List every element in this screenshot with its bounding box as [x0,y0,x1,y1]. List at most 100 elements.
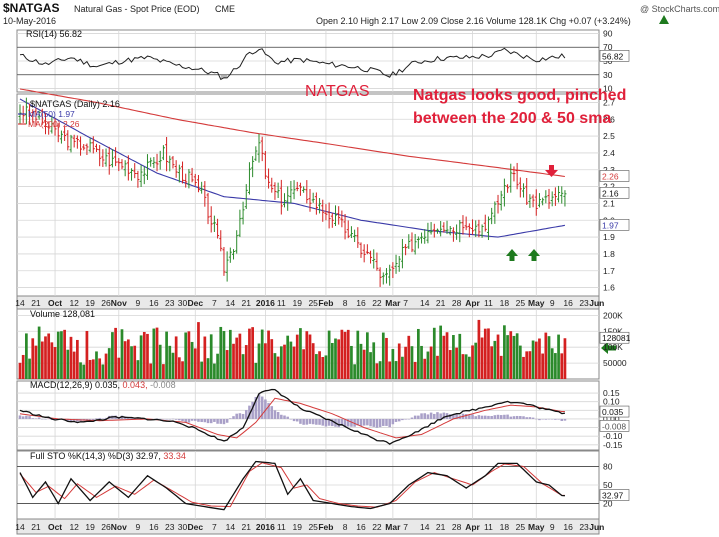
volume-bar [47,333,51,379]
volume-bar [477,319,481,379]
macd-histogram-bar [401,418,404,421]
macd-histogram-bar [203,418,207,423]
volume-bar [311,343,315,379]
macd-frame [16,380,600,451]
volume-bar [442,335,446,379]
macd-histogram-bar [295,418,299,422]
price-legend: $NATGAS (Daily) 2.16 [30,99,120,109]
x-tick-label: 9 [550,522,555,532]
x-tick-label: 23 [165,298,175,308]
x-tick-label: Nov [111,522,127,532]
x-tick-label: 21 [31,298,41,308]
macd-histogram-bar [34,418,38,419]
macd-signal-line [19,397,565,439]
x-tick-label: Dec [187,298,203,308]
macd-histogram-bar [257,394,261,419]
volume-bar [53,347,57,379]
volume-tick-label: 150K [603,326,623,336]
macd-histogram-bar [487,415,490,419]
volume-bar [111,332,114,379]
macd-histogram-bar [31,418,35,419]
volume-bar [123,341,127,379]
x-tick-label: 9 [136,298,141,308]
rsi-panel: 907050301056.82 [17,28,630,94]
volume-bar [152,328,156,379]
volume-bar [34,345,38,379]
volume-panel: 200K 150K 100K 50000 128081 [17,310,631,379]
price-tick-label: 1.7 [603,266,615,276]
green-up-arrow-icon [528,249,540,261]
macd-tick-label: 0.00 [603,414,620,424]
watermark: @ StockCharts.com [640,4,719,14]
macd-histogram-bar [194,418,197,421]
macd-hist-last-value-box [599,420,630,432]
macd-last-value-box [599,405,630,418]
macd-histogram-bar [324,418,328,427]
volume-tick-label: 50000 [603,358,627,368]
x-tick-label: 16 [563,522,573,532]
macd-histogram-bar [340,418,344,426]
ma200-line [19,88,565,178]
volume-bar [200,361,204,379]
volume-bar [401,356,404,379]
x-tick-label: 14 [15,522,25,532]
macd-histogram-bar [496,414,500,419]
volume-bar [101,364,105,379]
x-tick-label: 21 [436,298,446,308]
x-tick-label: Jun [589,522,604,532]
macd-histogram-bar [346,418,350,427]
volume-bar [174,336,178,379]
volume-bar [136,360,140,379]
volume-bar [544,332,548,379]
x-tick-label: 11 [277,522,286,532]
volume-bar [248,328,251,379]
macd-histogram-bar [41,418,44,420]
volume-bar [171,352,175,379]
macd-histogram-bar [490,416,493,419]
ma200-legend: MA(200) 2.26 [28,119,80,129]
macd-histogram-bar [76,418,79,422]
x-tick-label: 22 [372,298,382,308]
macd-histogram-bar [318,418,321,425]
x-tick-label: 25 [308,298,318,308]
volume-bar [283,344,286,379]
volume-bar [452,335,455,379]
macd-histogram-bar [404,418,407,420]
macd-histogram-bar [88,418,92,420]
x-axis-bottom: 14 21 Oct 12 19 26 Nov 9 16 23 30 Dec 7 14 21 2016 11 19 2… [15,522,604,532]
volume-bar [426,351,430,379]
macd-histogram-bar [69,418,73,422]
volume-bar [165,331,168,379]
macd-hist-last-value: -0.008 [602,421,626,431]
x-tick-label: 7 [212,298,217,308]
volume-pointer-arrow-icon [601,342,616,354]
macd-histogram-bar [464,414,468,419]
volume-bar [388,361,392,379]
volume-bar [490,346,494,379]
macd-histogram-bar [410,417,414,419]
rsi-tick-label: 70 [603,42,613,52]
macd-histogram-bar [353,418,356,427]
price-panel: 2.72.62.52.42.32.22.12.01.91.81.71.62.26… [17,88,630,293]
volume-bar [72,351,76,379]
volume-bar [369,352,372,379]
macd-histogram-bar [547,418,551,420]
volume-bar [76,339,79,379]
volume-bar [416,328,420,379]
volume-bar [496,334,500,379]
macd-histogram-bar [299,418,302,424]
natgas-title-annotation: NATGAS [305,83,370,100]
volume-bar [487,328,490,379]
x-tick-label: Mar [385,522,401,532]
ma200-last-value: 2.26 [602,171,619,181]
macd-histogram-bar [385,418,388,426]
volume-bar [522,356,525,379]
macd-histogram-bar [28,416,31,419]
x-tick-label: 30 [178,298,188,308]
volume-bar [267,330,270,379]
macd-histogram-bar [331,418,334,427]
macd-histogram-bar [382,418,385,426]
volume-bar [474,342,478,379]
volume-bar [181,361,184,379]
sto-tick-label: 20 [603,499,613,509]
